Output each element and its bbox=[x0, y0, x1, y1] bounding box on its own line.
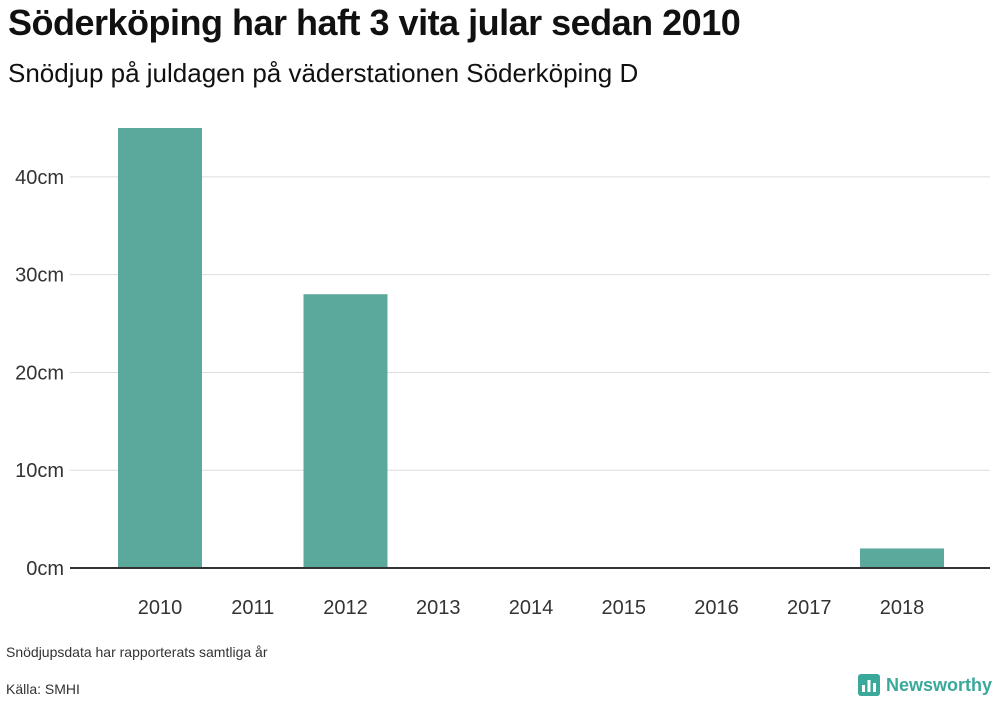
x-axis-tick-labels: 2010 2011 2012 2013 2014 2015 2016 2017 2018 bbox=[138, 597, 925, 619]
y-tick-label: 20cm bbox=[15, 362, 64, 384]
x-tick-label: 2015 bbox=[602, 597, 647, 619]
y-tick-label: 30cm bbox=[15, 265, 64, 287]
grid-lines bbox=[70, 176, 990, 471]
x-tick-label: 2012 bbox=[323, 597, 368, 619]
newsworthy-logo: Newsworthy bbox=[857, 674, 992, 696]
x-tick-label: 2010 bbox=[138, 597, 183, 619]
chart-subtitle: Snödjup på juldagen på väderstationen Sö… bbox=[8, 58, 639, 88]
x-tick-label: 2014 bbox=[509, 597, 554, 619]
x-tick-label: 2013 bbox=[416, 597, 461, 619]
y-tick-label: 40cm bbox=[15, 167, 64, 189]
bars bbox=[118, 128, 944, 568]
bar-2012 bbox=[303, 294, 388, 568]
x-tick-label: 2016 bbox=[694, 597, 739, 619]
source-note: Källa: SMHI bbox=[6, 681, 80, 697]
x-tick-label: 2017 bbox=[787, 597, 832, 619]
x-tick-label: 2011 bbox=[231, 597, 274, 619]
y-axis-tick-labels: 0cm 10cm 20cm 30cm 40cm bbox=[15, 167, 64, 580]
bar-2010 bbox=[118, 128, 202, 568]
y-tick-label: 0cm bbox=[26, 558, 64, 580]
x-tick-label: 2018 bbox=[880, 597, 925, 619]
bar-2018 bbox=[860, 548, 944, 568]
y-tick-label: 10cm bbox=[15, 460, 64, 482]
brand-name: Newsworthy bbox=[885, 674, 992, 695]
chart-title: Söderköping har haft 3 vita jular sedan … bbox=[8, 2, 741, 43]
bar-chart: 0cm 10cm 20cm 30cm 40cm 2010 2011 2012 2013 2014… bbox=[15, 128, 990, 619]
bar-chart-logo-icon bbox=[857, 674, 880, 696]
footnote: Snödjupsdata har rapporterats samtliga å… bbox=[6, 644, 268, 660]
